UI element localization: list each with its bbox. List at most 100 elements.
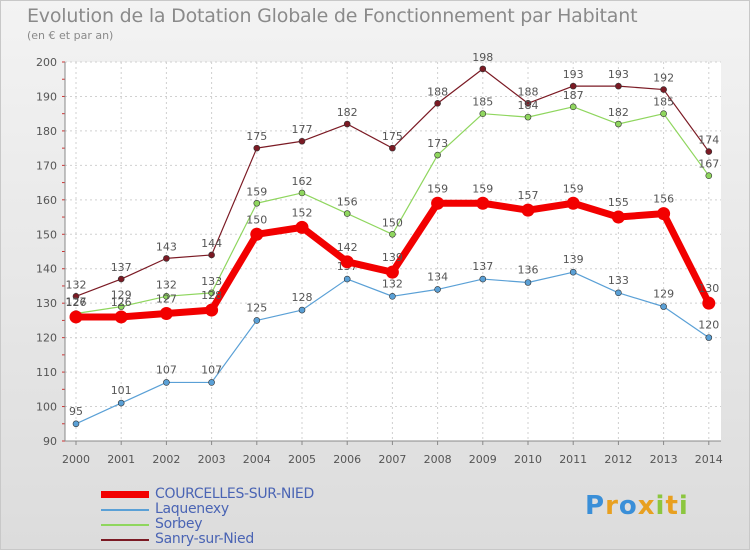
data-point-courcelles-sur-nied	[611, 210, 625, 224]
data-label-sorbey: 133	[201, 275, 222, 288]
data-point-sorbey	[569, 103, 577, 111]
data-label-sanry-sur-nied: 188	[427, 85, 448, 98]
x-tick-label: 2010	[514, 453, 542, 466]
y-tick-label: 90	[43, 435, 57, 448]
series-laquenexy: 9510110710712512813713213413713613913312…	[69, 253, 719, 428]
data-point-laquenexy	[117, 399, 125, 407]
data-label-laquenexy: 136	[518, 264, 539, 277]
data-point-laquenexy	[479, 275, 487, 283]
data-point-courcelles-sur-nied	[114, 310, 128, 324]
data-label-sanry-sur-nied: 198	[472, 51, 493, 64]
data-point-laquenexy	[705, 334, 713, 341]
data-label-laquenexy: 133	[608, 274, 629, 287]
data-point-sorbey	[524, 113, 532, 121]
y-tick-label: 170	[36, 159, 57, 172]
data-point-sanry-sur-nied	[298, 137, 306, 145]
data-point-courcelles-sur-nied	[205, 303, 219, 317]
series-sanry-sur-nied: 132 137 143 144 175 177 182 175 188 198 188 193 193 1…	[66, 51, 719, 300]
data-label-sorbey: 184	[518, 99, 539, 112]
data-label-courcelles-sur-nied: 159	[563, 182, 584, 195]
data-point-sorbey	[660, 110, 667, 117]
data-point-sorbey	[343, 210, 351, 217]
data-label-sorbey: 159	[246, 185, 267, 198]
series-sorbey: 127 129 132 133 159 162 156 150 173 185 184 187 182 1…	[66, 89, 719, 317]
x-tick-label: 2005	[288, 453, 316, 466]
data-label-sanry-sur-nied: 137	[111, 261, 132, 274]
data-point-sanry-sur-nied	[479, 65, 487, 73]
legend-item-courcelles: COURCELLES-SUR-NIED	[101, 486, 361, 502]
data-label-sanry-sur-nied: 175	[382, 130, 403, 143]
data-point-courcelles-sur-nied	[69, 310, 83, 324]
data-label-courcelles-sur-nied: 127	[156, 293, 177, 306]
x-tick-label: 2006	[333, 453, 361, 466]
data-label-sanry-sur-nied: 177	[292, 123, 313, 136]
data-point-sanry-sur-nied	[117, 275, 125, 283]
data-label-courcelles-sur-nied: 126	[111, 296, 132, 309]
y-tick-label: 110	[36, 366, 57, 379]
data-label-sanry-sur-nied: 175	[246, 130, 267, 143]
data-point-laquenexy	[524, 279, 532, 286]
data-point-courcelles-sur-nied	[385, 265, 399, 279]
data-label-courcelles-sur-nied: 126	[66, 296, 87, 309]
data-label-sanry-sur-nied: 174	[698, 134, 719, 147]
data-point-courcelles-sur-nied	[657, 207, 671, 221]
data-label-courcelles-sur-nied: 159	[427, 182, 448, 195]
data-label-sanry-sur-nied: 193	[608, 68, 629, 81]
logo-letter-6: t	[665, 491, 679, 521]
data-label-courcelles-sur-nied: 150	[246, 213, 267, 226]
x-tick-label: 2007	[378, 453, 406, 466]
data-point-sanry-sur-nied	[569, 82, 577, 90]
x-tick-label: 2009	[469, 453, 497, 466]
data-point-sorbey	[615, 120, 622, 128]
data-point-sorbey	[163, 292, 170, 300]
x-tick-label: 2001	[107, 453, 135, 466]
data-label-laquenexy: 120	[698, 319, 719, 332]
data-label-laquenexy: 107	[156, 363, 177, 376]
data-label-sorbey: 182	[608, 106, 629, 119]
data-point-laquenexy	[343, 275, 351, 283]
x-tick-label: 2002	[152, 453, 180, 466]
data-point-sorbey	[208, 289, 215, 297]
legend-label-sanry: Sanry-sur-Nied	[155, 531, 254, 547]
data-point-sanry-sur-nied	[343, 120, 351, 128]
data-point-sanry-sur-nied	[524, 100, 532, 107]
data-point-sorbey	[434, 151, 441, 159]
legend-label-sorbey: Sorbey	[155, 516, 203, 532]
logo-letter-1: P	[585, 491, 606, 521]
data-point-laquenexy	[208, 379, 215, 386]
data-label-laquenexy: 139	[563, 253, 584, 266]
data-point-courcelles-sur-nied	[521, 203, 535, 217]
data-point-laquenexy	[660, 303, 667, 310]
data-point-laquenexy	[298, 306, 306, 314]
chart-subtitle: (en € et par an)	[27, 29, 114, 42]
data-point-courcelles-sur-nied	[476, 196, 490, 210]
data-point-courcelles-sur-nied	[566, 196, 580, 210]
data-label-laquenexy: 128	[292, 291, 313, 304]
data-point-sanry-sur-nied	[163, 255, 170, 262]
data-label-sanry-sur-nied: 188	[518, 85, 539, 98]
data-label-sorbey: 185	[472, 96, 493, 109]
data-label-courcelles-sur-nied: 128	[201, 289, 222, 302]
x-tick-label: 2008	[424, 453, 452, 466]
data-point-sorbey	[298, 189, 306, 197]
legend-swatch-sorbey	[101, 524, 149, 526]
data-point-sanry-sur-nied	[208, 251, 215, 259]
proxiti-logo: Proxiti	[585, 491, 689, 521]
data-point-laquenexy	[389, 292, 396, 300]
data-label-courcelles-sur-nied: 155	[608, 196, 629, 209]
data-point-laquenexy	[569, 268, 577, 276]
data-label-courcelles-sur-nied: 139	[382, 251, 403, 264]
data-label-courcelles-sur-nied: 156	[653, 193, 674, 206]
data-label-courcelles-sur-nied: 152	[292, 206, 313, 219]
data-point-sanry-sur-nied	[434, 100, 441, 107]
data-point-sorbey	[117, 303, 125, 310]
data-point-sanry-sur-nied	[253, 144, 261, 152]
data-point-sorbey	[705, 172, 713, 179]
x-tick-label: 2004	[243, 453, 271, 466]
chart-title: Evolution de la Dotation Globale de Fonc…	[27, 5, 638, 27]
data-point-sorbey	[479, 110, 487, 117]
legend-label-laquenexy: Laquenexy	[155, 501, 229, 517]
